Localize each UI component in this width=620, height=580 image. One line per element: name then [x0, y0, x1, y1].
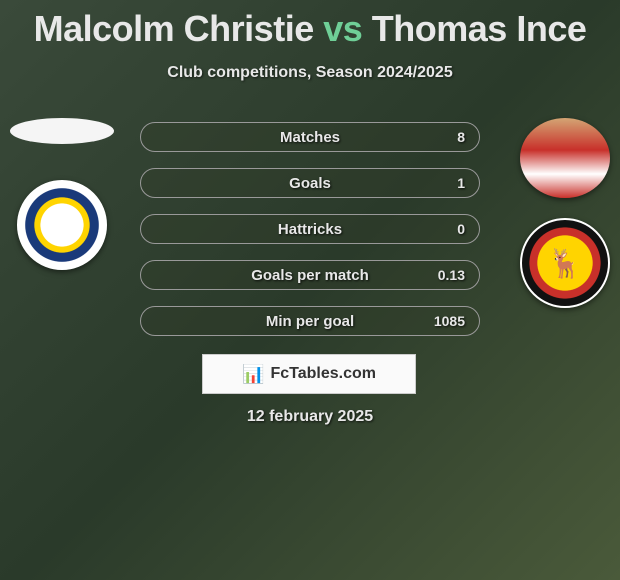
chart-icon: 📊 [242, 364, 264, 385]
player2-photo [520, 118, 610, 198]
right-avatars: 🦌 [520, 118, 610, 328]
player1-club-logo [17, 180, 107, 270]
comparison-title: Malcolm Christie vs Thomas Ince [0, 0, 620, 50]
stat-label: Goals per match [141, 267, 479, 284]
stat-right-value: 1 [457, 175, 465, 191]
stats-panel: Matches 8 Goals 1 Hattricks 0 Goals per … [140, 122, 480, 352]
left-avatars [10, 118, 114, 290]
stat-label: Matches [141, 129, 479, 146]
date-label: 12 february 2025 [0, 408, 620, 426]
stat-label: Min per goal [141, 313, 479, 330]
stat-row-goals-per-match: Goals per match 0.13 [140, 260, 480, 290]
stat-row-goals: Goals 1 [140, 168, 480, 198]
player2-name: Thomas Ince [372, 8, 587, 49]
stat-label: Hattricks [141, 221, 479, 238]
stat-right-value: 0.13 [438, 267, 465, 283]
brand-badge[interactable]: 📊 FcTables.com [202, 354, 416, 394]
stat-row-matches: Matches 8 [140, 122, 480, 152]
stat-right-value: 0 [457, 221, 465, 237]
player2-club-logo: 🦌 [520, 218, 610, 308]
subtitle: Club competitions, Season 2024/2025 [0, 64, 620, 82]
stat-row-hattricks: Hattricks 0 [140, 214, 480, 244]
stat-right-value: 8 [457, 129, 465, 145]
stat-row-min-per-goal: Min per goal 1085 [140, 306, 480, 336]
player1-avatar-blank [10, 118, 114, 144]
stat-right-value: 1085 [434, 313, 465, 329]
moose-icon: 🦌 [548, 247, 583, 280]
player1-name: Malcolm Christie [34, 8, 314, 49]
brand-text: FcTables.com [270, 365, 376, 383]
vs-label: vs [323, 8, 362, 49]
stat-label: Goals [141, 175, 479, 192]
